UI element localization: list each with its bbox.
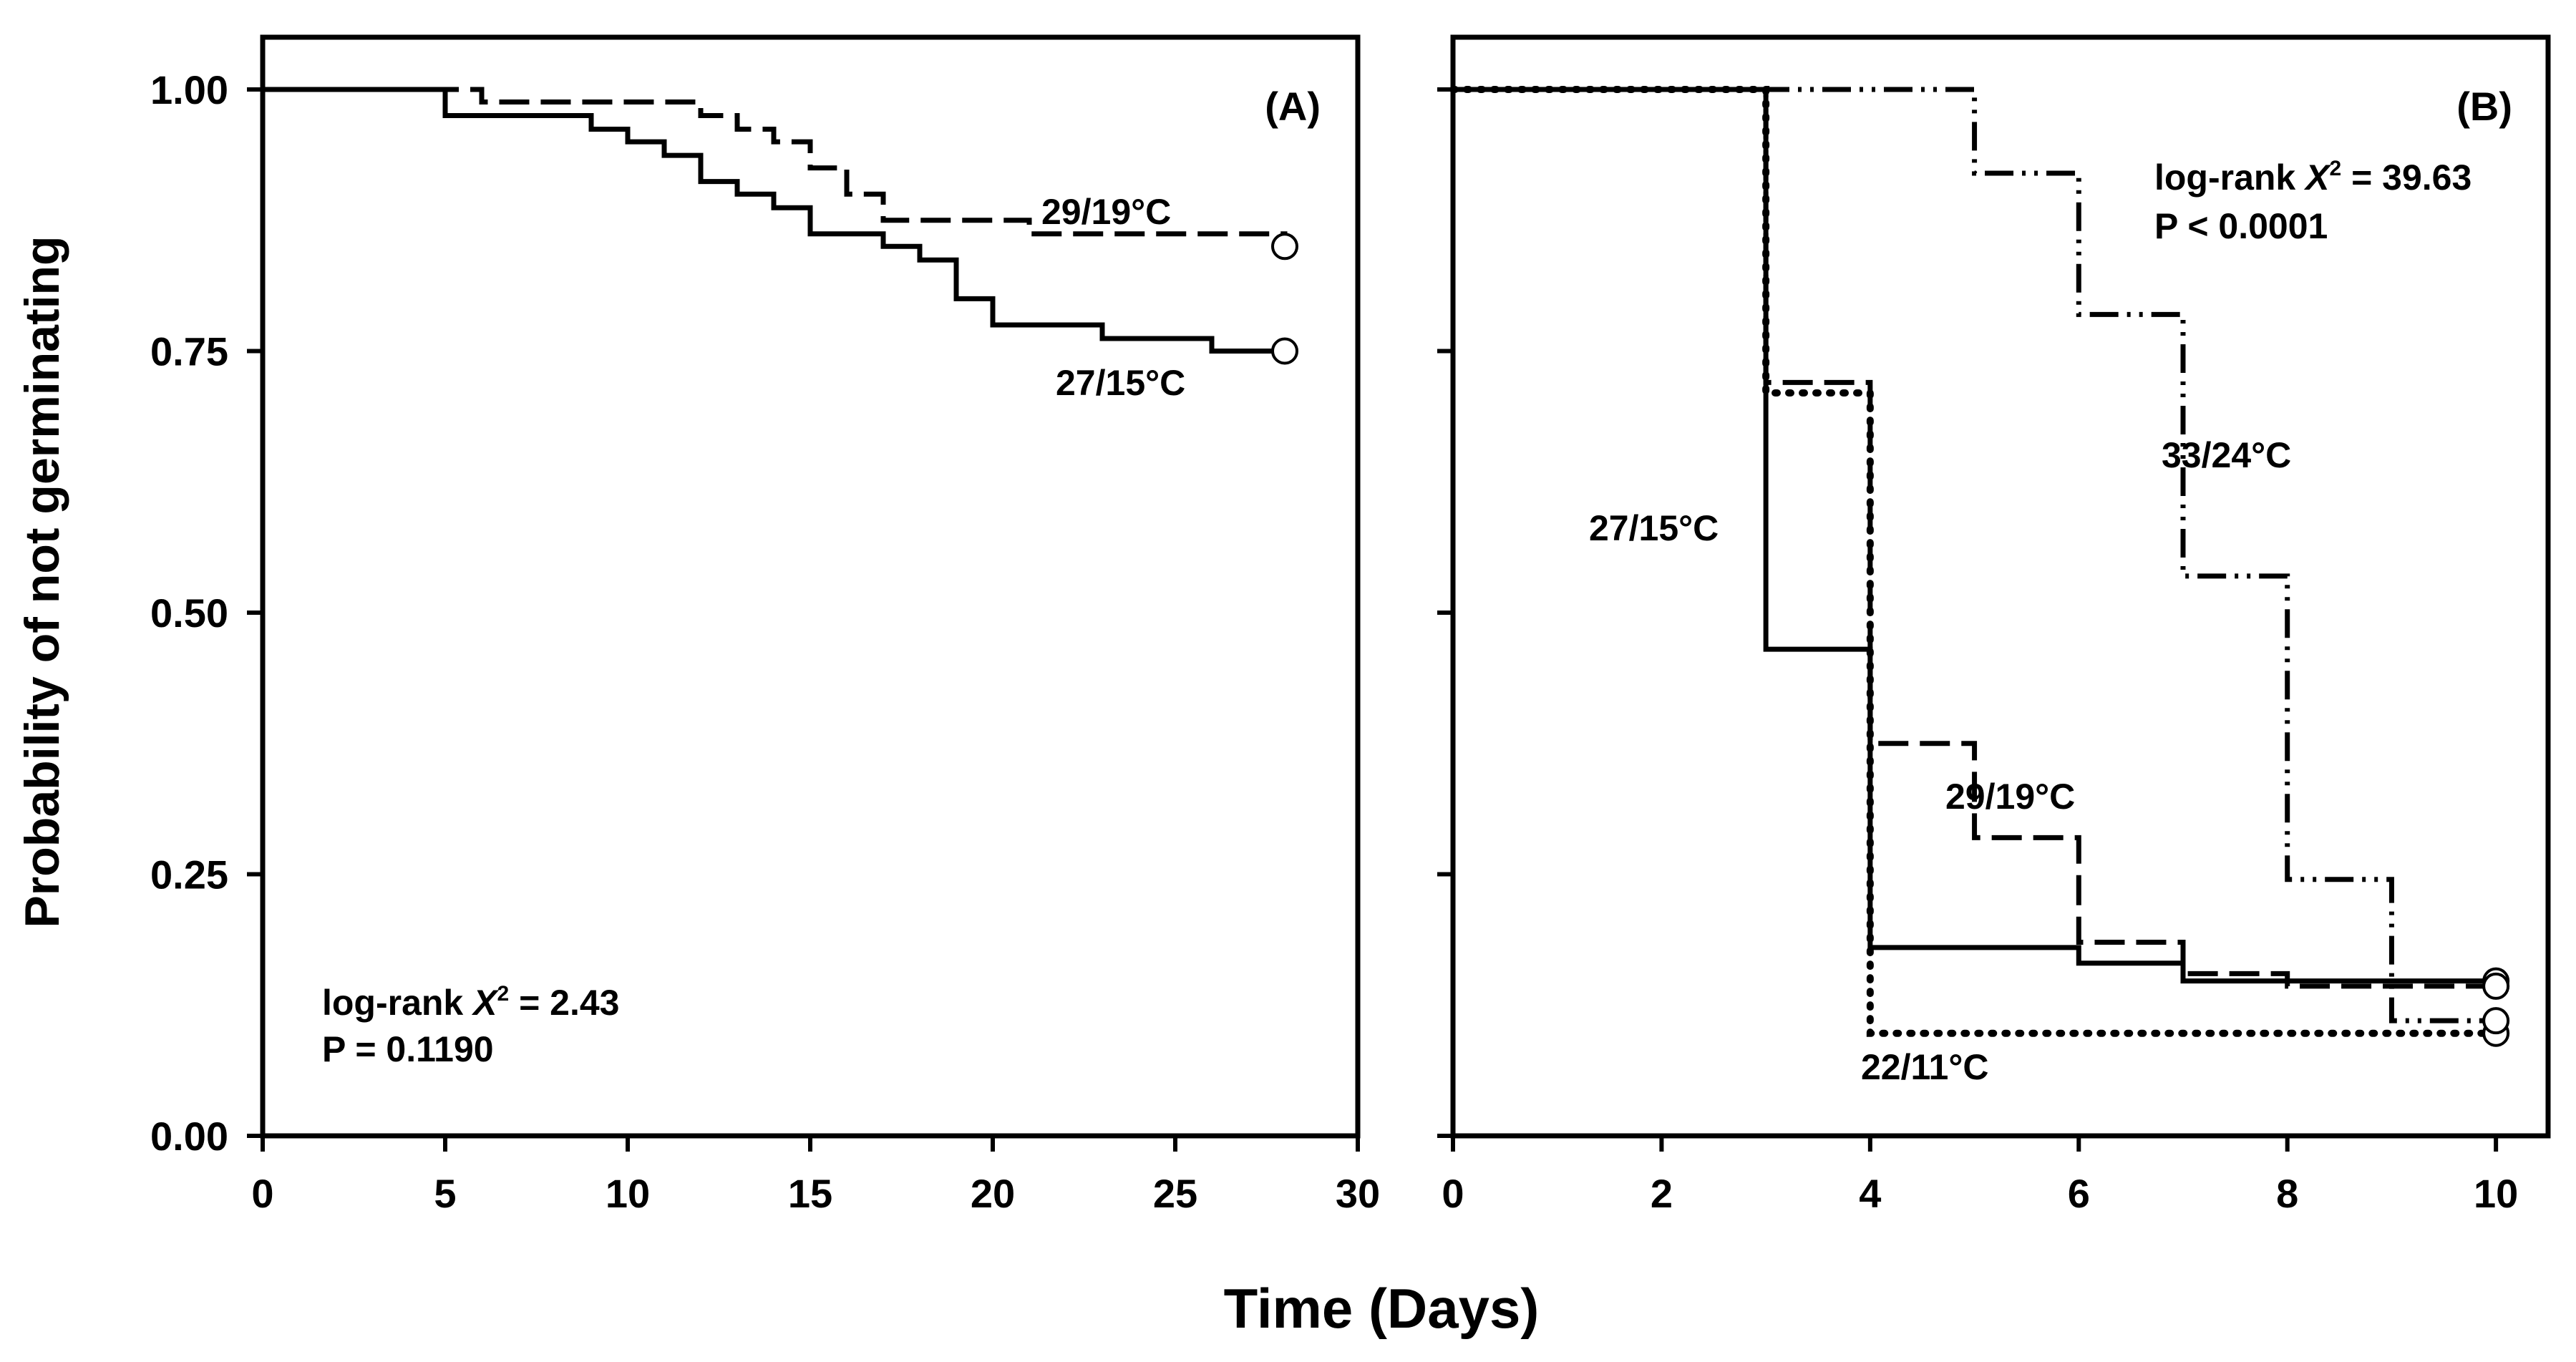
panel-a: 0.00 0.25 0.50 0.75 1.00 0 5 10 15 20 25 30 (A) 29… (150, 34, 1380, 1216)
x-tick-label: 0 (1442, 1171, 1464, 1216)
y-axis-label: Probability of not germinating (15, 235, 69, 928)
panel-a-series-label-29-19: 29/19°C (1041, 192, 1171, 232)
x-tick-label: 4 (1859, 1171, 1881, 1216)
x-tick-label: 5 (434, 1171, 456, 1216)
panel-a-y-ticks: 0.00 0.25 0.50 0.75 1.00 (150, 67, 263, 1159)
panel-a-series-label-27-15: 27/15°C (1056, 363, 1185, 403)
panel-b-y-ticks (1437, 87, 1453, 1138)
panel-a-label: (A) (1265, 84, 1321, 129)
series-line-22-11-dotted (1449, 86, 2500, 1037)
panel-b-p-value: P < 0.0001 (2154, 206, 2328, 246)
panel-b-series-label-33-24: 33/24°C (2162, 435, 2291, 475)
censor-marker (2482, 1007, 2510, 1035)
censor-marker (1271, 337, 1298, 365)
x-tick-label: 25 (1153, 1171, 1197, 1216)
series-line-29-19-dashed (263, 87, 1288, 247)
panel-b-x-ticks: 0 2 4 6 8 10 (1442, 1136, 2518, 1216)
y-tick-label: 0.75 (150, 329, 228, 374)
x-tick-label: 6 (2068, 1171, 2090, 1216)
panel-a-x-ticks: 0 5 10 15 20 25 30 (251, 1136, 1380, 1216)
series-line-29-19-dashed (1453, 87, 2497, 989)
panel-a-logrank-stat: log-rank X2 = 2.43 (322, 982, 619, 1023)
x-tick-label: 20 (971, 1171, 1015, 1216)
x-tick-label: 2 (1651, 1171, 1673, 1216)
x-tick-label: 30 (1336, 1171, 1380, 1216)
panel-b-label: (B) (2456, 84, 2512, 129)
censor-marker (1271, 233, 1298, 261)
panel-a-series (263, 87, 1298, 365)
y-tick-label: 0.50 (150, 590, 228, 636)
panel-a-p-value: P = 0.1190 (322, 1029, 494, 1069)
y-tick-label: 0.25 (150, 852, 228, 898)
panel-b: 0 2 4 6 8 10 (B) log-rank X2 = 39.63 P < 0.00… (1437, 34, 2551, 1216)
series-line-33-24-dashdot (1453, 87, 2497, 1023)
y-tick-label: 1.00 (150, 67, 228, 112)
x-tick-label: 15 (788, 1171, 832, 1216)
panel-b-series-label-29-19: 29/19°C (1945, 777, 2075, 817)
y-tick-label: 0.00 (150, 1114, 228, 1159)
panel-b-series-label-27-15: 27/15°C (1589, 508, 1719, 548)
panel-b-frame (1450, 34, 2551, 1139)
series-line-27-15-solid (263, 87, 1285, 354)
censor-marker (2482, 972, 2510, 1000)
x-tick-label: 0 (251, 1171, 273, 1216)
panel-b-series (1449, 86, 2510, 1047)
panel-a-frame (260, 34, 1361, 1139)
x-tick-label: 8 (2276, 1171, 2298, 1216)
x-tick-label: 10 (2474, 1171, 2518, 1216)
panel-b-logrank-stat: log-rank X2 = 39.63 (2154, 157, 2471, 198)
x-tick-label: 10 (606, 1171, 650, 1216)
panel-b-series-label-22-11: 22/11°C (1861, 1047, 1988, 1087)
x-axis-label: Time (Days) (1224, 1277, 1540, 1340)
